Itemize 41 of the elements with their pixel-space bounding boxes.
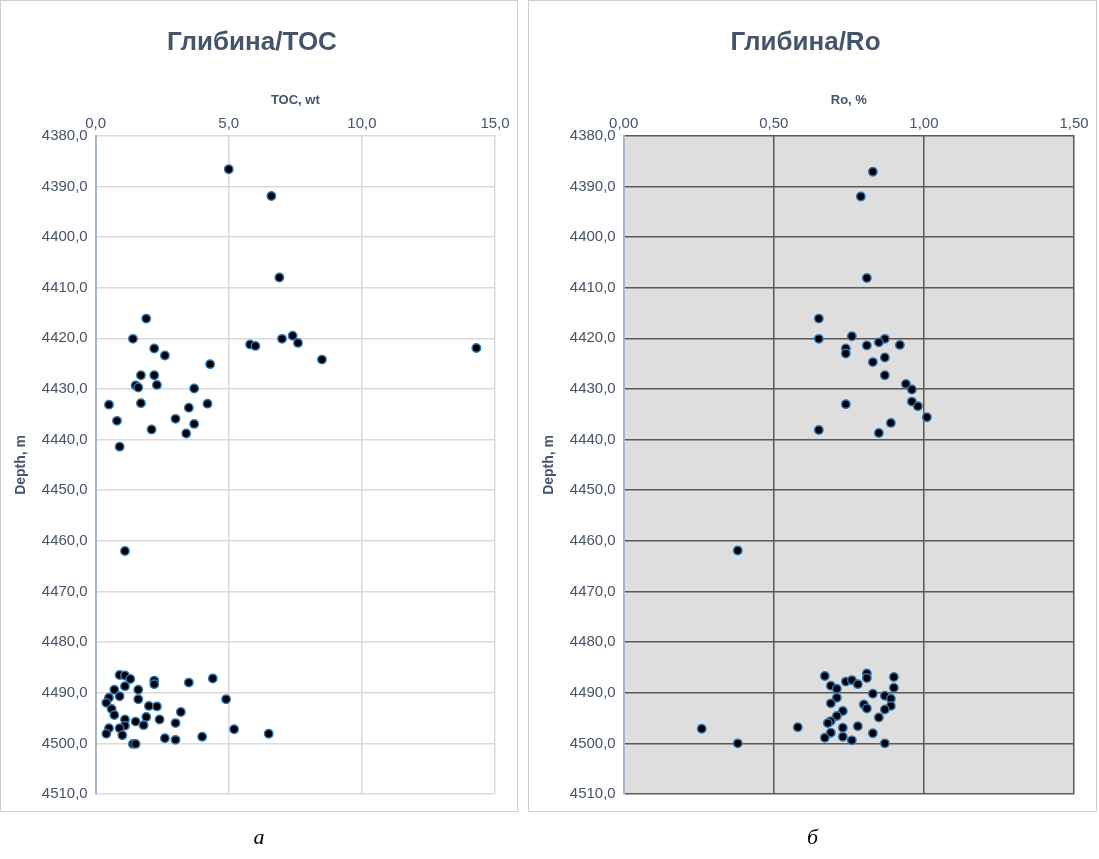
x-tick-label: 1,50: [1059, 113, 1089, 131]
y-tick-label: 4400,0: [569, 227, 616, 245]
x-tick-label: 0,50: [759, 113, 789, 131]
y-tick-label: 4460,0: [41, 530, 88, 548]
y-tick-label: 4510,0: [41, 784, 88, 802]
y-tick-label: 4470,0: [41, 581, 88, 599]
x-tick-label: 10,0: [347, 113, 377, 131]
y-tick-label: 4500,0: [569, 733, 616, 751]
y-tick-label: 4430,0: [41, 379, 88, 397]
y-tick-label: 4390,0: [569, 176, 616, 194]
y-tick-label: 4430,0: [569, 379, 616, 397]
y-tick-label: 4420,0: [569, 328, 616, 346]
x-tick-label: 15,0: [480, 113, 510, 131]
y-tick-label: 4460,0: [569, 530, 616, 548]
y-tick-label: 4500,0: [41, 733, 88, 751]
y-tick-label: 4410,0: [569, 277, 616, 295]
y-tick-label: 4480,0: [41, 632, 88, 650]
y-tick-label: 4510,0: [569, 784, 616, 802]
y-tick-label: 4400,0: [41, 227, 88, 245]
text: а: [253, 824, 265, 850]
y-tick-label: 4470,0: [569, 581, 616, 599]
x-tick-label: 5,0: [218, 113, 240, 131]
y-tick-label: 4440,0: [569, 429, 616, 447]
y-tick-label: 4420,0: [41, 328, 88, 346]
y-tick-label: 4450,0: [41, 480, 88, 498]
x-axis-title: TOC, wt: [270, 91, 321, 107]
y-tick-label: 4410,0: [41, 277, 88, 295]
chart-title: Глибина/TOC: [167, 25, 338, 56]
y-tick-label: 4440,0: [41, 429, 88, 447]
y-axis-title: Depth, m: [540, 434, 557, 495]
y-tick-label: 4450,0: [569, 480, 616, 498]
x-axis-title: Ro, %: [830, 91, 868, 107]
chart-title: Глибина/Ro: [730, 25, 881, 56]
x-tick-label: 0,0: [85, 113, 107, 131]
y-axis-title: Depth, m: [12, 434, 29, 495]
y-tick-label: 4490,0: [41, 682, 88, 700]
text: б: [806, 824, 819, 850]
x-tick-label: 1,00: [909, 113, 939, 131]
y-tick-label: 4480,0: [569, 632, 616, 650]
y-tick-label: 4490,0: [569, 682, 616, 700]
y-tick-label: 4390,0: [41, 176, 88, 194]
